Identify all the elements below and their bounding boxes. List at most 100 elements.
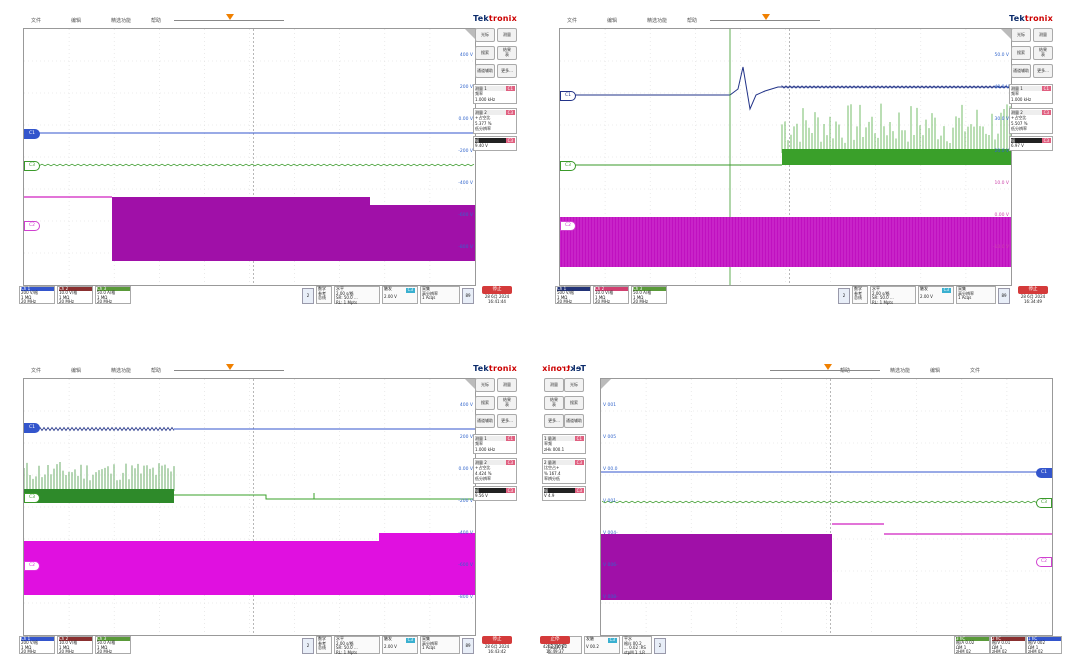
measurement-meas1[interactable]: 1 量测 C1 率频 zHk 000.1 [542,434,586,455]
channel-marker-c1[interactable]: C1 [24,129,40,139]
measurement-meas3[interactable]: 幅 C3 9.40 V [473,136,517,151]
menu-item-0[interactable]: 文件 [970,368,981,374]
menu-item-1[interactable]: 编辑 [930,368,941,374]
side-button-0-1[interactable]: 测量 [497,28,517,42]
block-trigger[interactable]: 触发 C3 2.00 V [918,286,954,304]
nav-button[interactable]: 2 [302,638,314,654]
side-button-0-0[interactable]: 光标 [475,378,495,392]
channel-settings-ch1[interactable]: Ch 1 500 V/格 1 MΩ 20 MHz [555,286,591,304]
side-button-0-1[interactable]: 测量 [1033,28,1053,42]
waveform-display[interactable]: 50.0 V 40.0 V 30.0 V 20.0 V 10.0 V 0.00 V -10.… [559,28,1012,286]
more-button[interactable]: 89 [462,288,474,304]
more-button[interactable]: 89 [462,638,474,654]
menu-item-2[interactable]: 精选功能 [111,18,132,24]
channel-marker-c2[interactable]: C2 [24,561,40,571]
menu-item-0[interactable]: 文件 [567,18,578,24]
stop-button[interactable]: 停止 [482,636,512,644]
zoom-corner-icon[interactable] [465,379,475,389]
stop-button[interactable]: 止停 [540,636,570,644]
side-button-2-1[interactable]: 更多... [544,414,564,428]
menu-item-2[interactable]: 精选功能 [890,368,911,374]
measurement-meas2[interactable]: 测量 2 C3 +占空比 5.507 % 低分辨率 [1009,108,1053,134]
block-trigger[interactable]: 发触 C3 V 00.2 [584,636,620,654]
measurement-meas2[interactable]: 测量 2 C3 +占空比 5.377 % 低分辨率 [473,108,517,134]
measurement-meas1[interactable]: 测量 1 C1 频率 1.000 kHz [473,434,517,455]
side-button-0-1[interactable]: 测量 [497,378,517,392]
menu-item-3[interactable]: 帮助 [151,368,162,374]
channel-settings-ch1[interactable]: Ch 1 200 V/格 1 MΩ 20 MHz [19,636,55,654]
zoom-corner-icon[interactable] [1001,29,1011,39]
waveform-display[interactable]: 400 V 200 V 0.00 V -200 V -400 V -600 V -800 V… [23,28,476,286]
channel-marker-c1[interactable]: C1 [24,423,40,433]
side-button-1-1[interactable]: 结果 表 [497,46,517,60]
channel-marker-c3[interactable]: C3 [24,161,40,171]
channel-marker-c2[interactable]: C2 [560,221,576,231]
side-button-2-0[interactable]: 通道辅助 [475,414,495,428]
channel-marker-c3[interactable]: C3 [1036,498,1052,508]
block-acquire[interactable]: 采集 高分辨率 1 Acqs [420,286,460,304]
measurement-meas3[interactable]: 幅 C3 6.97 V [1009,136,1053,151]
menu-item-1[interactable]: 编辑 [607,18,618,24]
side-button-0-0[interactable]: 光标 [564,378,584,392]
channel-marker-c3[interactable]: C3 [24,493,40,503]
channel-marker-c3[interactable]: C3 [560,161,576,171]
block-acquire[interactable]: 采集 高分辨率 1 Acqs [956,286,996,304]
channel-settings-ch3[interactable]: 3 hC 格/A 0.02 ΩM 1 zHM 02 [954,636,990,654]
channel-settings-ch2[interactable]: Ch 2 10.0 V/格 1 MΩ 20 MHz [593,286,629,304]
side-button-0-1[interactable]: 测量 [544,378,564,392]
side-button-2-1[interactable]: 更多... [497,414,517,428]
menu-item-1[interactable]: 编辑 [71,368,82,374]
block-trigger[interactable]: 触发 C3 2.00 V [382,286,418,304]
zoom-corner-icon[interactable] [601,379,611,389]
block-horizontal[interactable]: 水平 2.00 s/格 SR: 50.0 ... RL: 1 Mpts [870,286,916,304]
channel-marker-c1[interactable]: C1 [560,91,576,101]
trigger-position-marker[interactable] [762,14,770,20]
side-button-1-1[interactable]: 结果 表 [497,396,517,410]
waveform-display[interactable]: 400 V 200 V 0.00 V -200 V -400 V -600 V -800 V… [23,378,476,636]
block-horizontal[interactable]: 水平 2.00 s/格 SR: 50.0 ... RL: 1 Mpts [334,636,380,654]
channel-settings-ch1[interactable]: 1 hC 格/V 002 ΩM 1 zHM 02 [1026,636,1062,654]
nav-button[interactable]: 2 [838,288,850,304]
side-button-1-1[interactable]: 结果 表 [544,396,564,410]
side-button-0-0[interactable]: 光标 [475,28,495,42]
measurement-meas1[interactable]: 测量 1 C1 频率 1.000 kHz [473,84,517,105]
channel-settings-ch3[interactable]: Ch 3 50.0 A/格 1 MΩ 20 MHz [631,286,667,304]
trigger-position-marker[interactable] [226,14,234,20]
nav-button[interactable]: 2 [302,288,314,304]
channel-settings-ch2[interactable]: 2 hC 格/V 0.01 ΩM 1 zHM 02 [990,636,1026,654]
channel-marker-c2[interactable]: C2 [24,221,40,231]
menu-item-2[interactable]: 精选功能 [111,368,132,374]
menu-item-3[interactable]: 帮助 [840,368,851,374]
measurement-meas2[interactable]: 2 量测 C3 比空占+% 167.4 率辨分低 [542,458,586,484]
menu-item-3[interactable]: 帮助 [687,18,698,24]
zoom-corner-icon[interactable] [465,29,475,39]
side-button-1-0[interactable]: 搜索 [475,46,495,60]
trigger-position-marker[interactable] [824,364,832,370]
math-ref-bus-button[interactable]: 数学 参考 总线 [316,636,332,654]
channel-settings-ch2[interactable]: Ch 2 10.0 V/格 1 MΩ 20 MHz [57,636,93,654]
menu-item-2[interactable]: 精选功能 [647,18,668,24]
more-button[interactable]: 89 [998,288,1010,304]
channel-marker-c2[interactable]: C2 [1036,557,1052,567]
side-button-0-0[interactable]: 光标 [1011,28,1031,42]
measurement-meas3[interactable]: 幅 C3 9.56 V [473,486,517,501]
menu-item-1[interactable]: 编辑 [71,18,82,24]
side-button-1-0[interactable]: 搜索 [564,396,584,410]
measurement-meas2[interactable]: 测量 2 C3 +占空比 4.424 % 低分辨率 [473,458,517,484]
stop-button[interactable]: 停止 [482,286,512,294]
side-button-1-0[interactable]: 搜索 [1011,46,1031,60]
measurement-meas1[interactable]: 测量 1 C1 频率 1.000 kHz [1009,84,1053,105]
channel-settings-ch1[interactable]: Ch 1 200 V/格 1 MΩ 20 MHz [19,286,55,304]
side-button-2-1[interactable]: 更多... [497,64,517,78]
nav-button[interactable]: 2 [654,638,666,654]
trigger-position-marker[interactable] [226,364,234,370]
menu-item-3[interactable]: 帮助 [151,18,162,24]
side-button-1-0[interactable]: 搜索 [475,396,495,410]
math-ref-bus-button[interactable]: 数学 参考 总线 [316,286,332,304]
measurement-meas3[interactable]: 幅 C3 V 4.9 [542,486,586,501]
block-trigger[interactable]: 触发 C3 2.00 V [382,636,418,654]
waveform-display[interactable]: V 001 V 005 V 00.0 V 001- V 004- V 006- V 008-… [600,378,1053,636]
menu-item-0[interactable]: 文件 [31,368,42,374]
channel-settings-ch2[interactable]: Ch 2 10.0 V/格 1 MΩ 20 MHz [57,286,93,304]
stop-button[interactable]: 停止 [1018,286,1048,294]
